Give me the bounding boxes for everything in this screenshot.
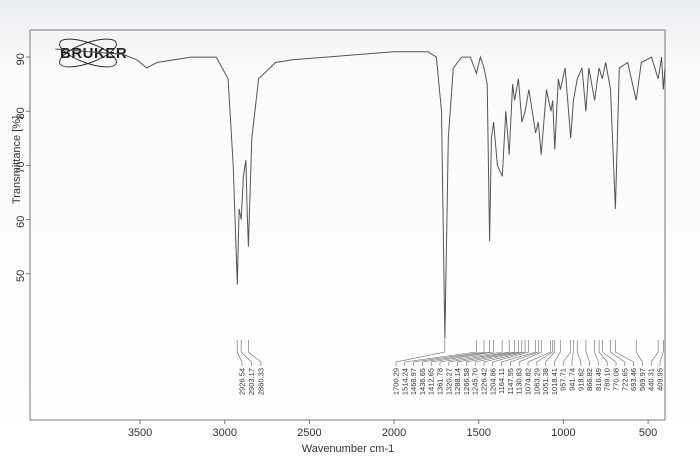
peak-connector [466,340,519,366]
peak-connector [236,340,243,366]
y-tick-label: 90 [15,53,27,65]
spectrum-line [55,48,666,339]
peak-label: 1245.70 [471,368,480,395]
peak-connector [610,340,626,366]
peak-connector [492,340,530,366]
peak-label: 1361.78 [436,368,445,395]
peak-label: 1204.86 [488,368,497,395]
peak-label: 1051.38 [541,368,550,395]
peak-label: 2860.33 [257,368,266,395]
peak-connector [518,340,542,366]
peak-connector [585,340,590,366]
x-tick-label: 1500 [466,427,490,439]
peak-label: 789.10 [603,368,612,391]
peak-label: 722.65 [620,368,629,391]
peak-connector [615,340,634,366]
peak-connector [510,340,539,366]
peak-connector [602,340,617,366]
peak-connector [457,340,515,366]
x-tick-label: 1000 [551,427,575,439]
peak-connector [501,340,536,366]
peak-label: 1436.65 [418,368,427,395]
peak-label: 1130.83 [515,368,524,395]
peak-connector [439,340,503,366]
peak-connector [554,340,561,366]
peak-connector [422,340,490,366]
peak-connector [248,340,262,366]
peak-label: 1412.65 [427,368,436,395]
peak-connector [536,340,553,366]
y-tick-label: 80 [15,107,27,119]
peak-label: 816.49 [594,368,603,391]
peak-connector [404,340,477,366]
peak-connector [430,340,494,366]
logo-text: BRUKER [60,45,127,62]
y-tick-label: 60 [15,216,27,228]
peak-connector [483,340,526,366]
peak-connector [635,340,643,366]
peak-connector [576,340,582,366]
peak-label: 1266.58 [462,368,471,395]
peak-connector [527,340,552,366]
peak-connector [598,340,608,366]
peak-label: 2926.54 [238,368,247,395]
peak-connector [474,340,523,366]
peak-label: 1700.29 [392,368,401,395]
peak-label: 2903.17 [247,368,256,395]
peak-label: 918.62 [576,368,585,391]
y-tick-label: 70 [15,161,27,173]
x-tick-label: 2500 [297,427,321,439]
peak-label: 770.08 [612,368,621,391]
peak-label: 1164.11 [497,368,506,394]
peak-connector [448,340,510,366]
x-tick-label: 500 [639,427,657,439]
plot-frame [29,29,666,421]
peak-connector [571,340,574,366]
peak-connector [650,340,659,366]
peak-connector [545,340,555,366]
peak-label: 941.74 [568,368,577,391]
peak-label: 1226.42 [480,368,489,395]
peak-label: 409.95 [656,368,665,391]
peak-connector [594,340,599,366]
logo-orbit [59,38,117,68]
peak-label: 693.46 [629,368,638,391]
x-tick-label: 2000 [382,427,406,439]
peak-connector [240,340,252,366]
peak-label: 1468.97 [409,368,418,395]
peak-label: 1320.27 [444,368,453,395]
y-axis-label: Transmittance [%] [11,116,23,204]
peak-label: 1063.29 [532,368,541,395]
peak-label: 569.97 [638,368,647,391]
logo-orbit [59,38,117,68]
peak-label: 440.31 [647,368,656,391]
peak-label: 1514.24 [400,368,409,395]
peak-connector [659,340,664,366]
peak-label: 1147.95 [506,368,515,395]
peak-connector [395,340,446,366]
peak-connector [413,340,485,366]
peak-label: 866.82 [585,368,594,391]
x-tick-label: 3000 [212,427,236,439]
peak-label: 957.71 [559,368,568,391]
x-tick-label: 3500 [128,427,152,439]
x-axis-label: Wavenumber cm-1 [302,443,395,455]
peak-label: 1074.82 [524,368,533,395]
peak-label: 1288.14 [453,368,462,395]
peak-label: 1018.41 [550,368,559,395]
y-tick-label: 50 [15,270,27,282]
logo: BRUKER [59,38,127,68]
peak-connector [562,340,571,366]
